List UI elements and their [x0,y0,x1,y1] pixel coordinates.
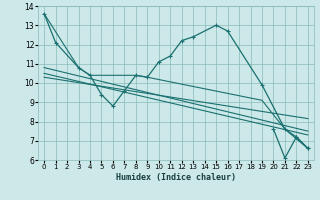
X-axis label: Humidex (Indice chaleur): Humidex (Indice chaleur) [116,173,236,182]
